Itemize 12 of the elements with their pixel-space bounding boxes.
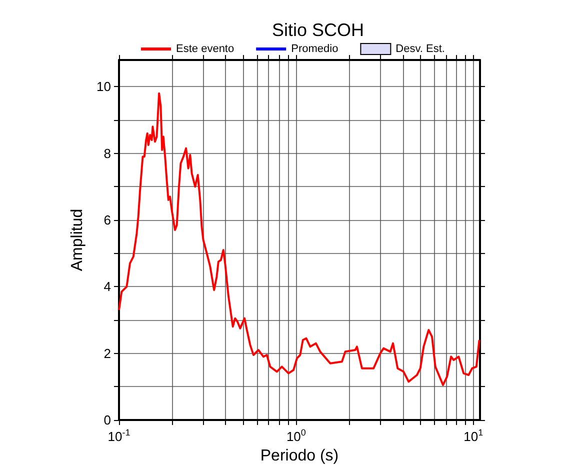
y-tick-label: 8 xyxy=(104,146,111,161)
y-tick-label: 0 xyxy=(104,412,111,428)
chart-title: Sitio SCOH xyxy=(272,20,364,40)
y-tick-label: 10 xyxy=(96,79,111,94)
legend-label: Desv. Est. xyxy=(396,43,445,55)
legend-label: Promedio xyxy=(291,43,338,55)
y-tick-label: 6 xyxy=(104,212,111,228)
legend-label: Este evento xyxy=(176,43,234,55)
y-axis-title: Amplitud xyxy=(69,208,86,272)
x-axis-title: Periodo (s) xyxy=(260,448,339,464)
y-tick-label: 4 xyxy=(104,279,111,294)
y-tick-label: 2 xyxy=(104,346,111,361)
